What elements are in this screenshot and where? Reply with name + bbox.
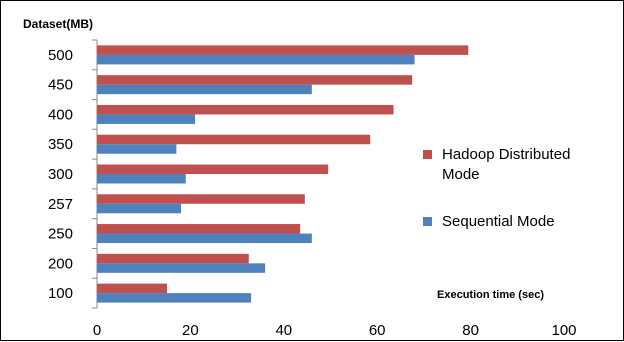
bar-hadoop-distributed [97,75,413,85]
y-tick-label: 450 [48,77,73,94]
bar-hadoop-distributed [97,104,394,115]
bar-sequential [97,203,182,214]
bar-sequential [97,263,266,273]
bar-hadoop-distributed [97,283,168,294]
y-axis-title: Dataset(MB) [23,17,93,31]
y-tick-label: 500 [48,47,73,64]
y-tick-label: 100 [48,285,73,302]
y-tick-label: 400 [48,106,73,123]
bar-hadoop-distributed [97,253,249,264]
bar-hadoop-distributed [97,224,301,234]
bar-sequential [97,293,252,303]
x-tick-label: 0 [93,322,101,339]
bar-sequential [97,144,177,154]
bar-hadoop-distributed [97,164,329,174]
bar-sequential [97,84,312,95]
x-tick-label: 40 [275,322,292,339]
x-tick-label: 20 [182,322,199,339]
x-tick-label: 80 [462,322,479,339]
bar-sequential [97,174,186,184]
y-tick-label: 257 [48,196,73,213]
y-tick-label: 250 [48,226,73,243]
x-tick-label: 100 [551,322,576,339]
y-tick-label: 350 [48,136,73,153]
bar-hadoop-distributed [97,45,469,55]
y-tick-label: 200 [48,255,73,272]
legend-swatch [423,150,432,159]
legend-label: Sequential Mode [442,213,555,230]
bar-sequential [97,114,196,124]
bar-hadoop-distributed [97,194,305,204]
bar-hadoop-distributed [97,134,371,145]
x-tick-label: 60 [369,322,386,339]
legend-swatch [423,217,432,226]
bar-sequential [97,233,312,244]
legend-label: Hadoop Distributed Mode [442,146,570,183]
y-tick-label: 300 [48,166,73,183]
bar-sequential [97,54,415,65]
x-axis-title: Execution time (sec) [437,289,544,301]
